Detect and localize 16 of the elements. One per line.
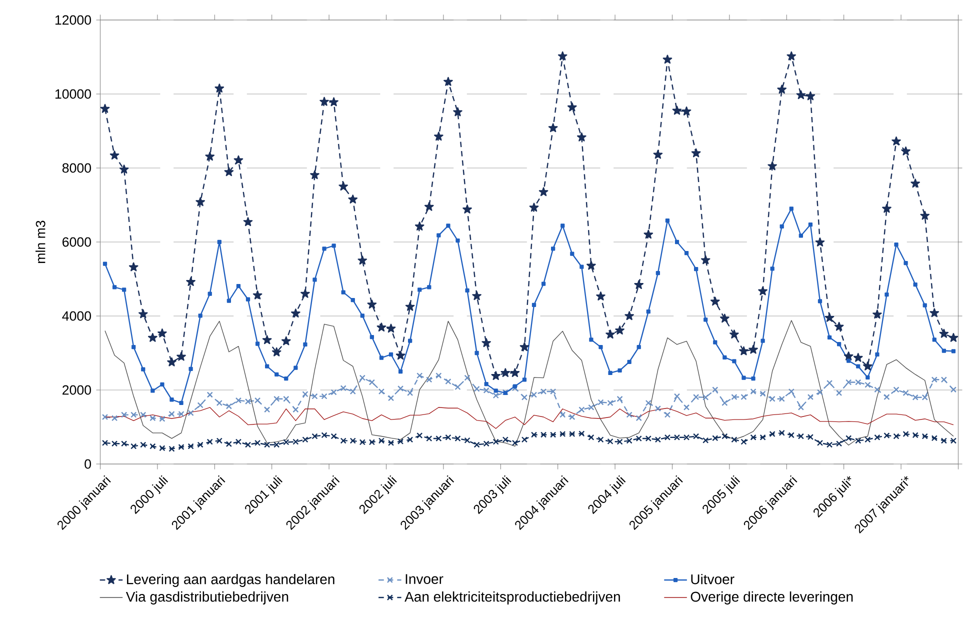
y-tick-label: 4000: [62, 311, 92, 321]
y-tick-label: 0: [84, 459, 92, 469]
legend-label: Aan elektriciteitsproductiebedrijven: [404, 591, 620, 604]
legend-label: Via gasdistributiebedrijven: [126, 591, 288, 604]
line-series: [104, 407, 954, 429]
y-tick-label: 6000: [62, 237, 92, 247]
y-axis-title: mln m3: [36, 220, 46, 263]
y-tick-label: 10000: [55, 89, 91, 99]
y-tick-label: 12000: [55, 15, 91, 25]
legend-label: Uitvoer: [691, 574, 734, 584]
y-tick-label: 8000: [62, 163, 92, 173]
legend-label: Overige directe leveringen: [690, 591, 853, 604]
legend-label: Invoer: [406, 574, 444, 584]
y-tick-label: 2000: [62, 385, 92, 395]
line-series: [104, 320, 954, 447]
legend-label: Levering aan aardgas handelaren: [127, 574, 334, 587]
